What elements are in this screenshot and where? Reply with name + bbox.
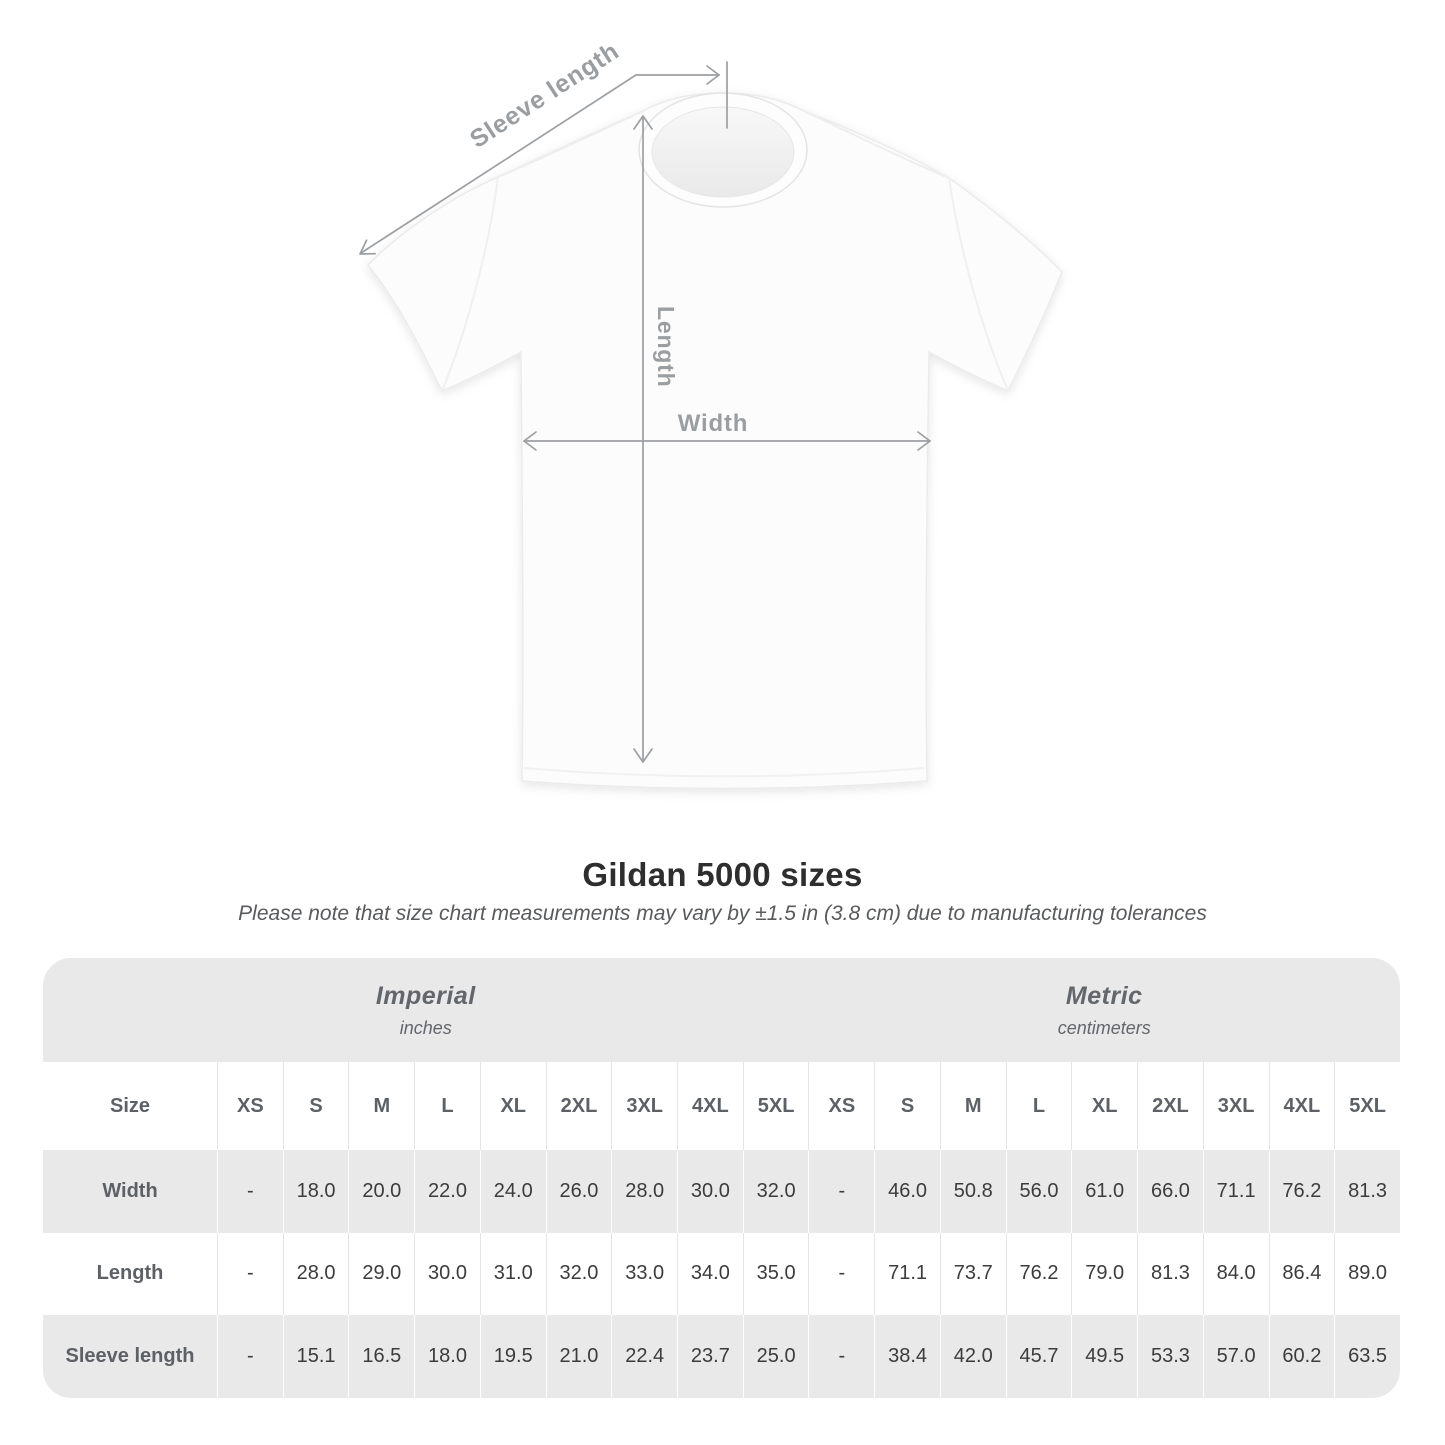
units-banner: Imperial inches Metric centimeters [43,958,1400,1062]
value-cell: 18.0 [414,1315,480,1398]
value-cell: 28.0 [282,1232,349,1316]
size-header-cell: M [348,1062,414,1150]
width-arrow [523,431,931,451]
value-cell: 23.7 [677,1315,743,1398]
length-arrow [633,115,653,763]
metric-section-header: Metric centimeters [809,958,1401,1062]
size-header-cell: 4XL [1268,1062,1335,1150]
value-cell: 81.3 [1334,1150,1400,1233]
row-label: Width [102,1179,158,1202]
value-cell: 66.0 [1137,1150,1203,1233]
value-cell: 22.0 [414,1150,480,1233]
imperial-label: Imperial [375,981,476,1010]
value-cell: - [808,1150,874,1233]
size-header-cell: XL [479,1062,546,1150]
value-cell: 26.0 [545,1150,612,1233]
value-cell: - [217,1150,283,1233]
size-header-cell: 3XL [611,1062,677,1150]
size-corner-label: Size [109,1094,151,1117]
value-cell: 30.0 [677,1150,743,1233]
row-label: Length [96,1262,164,1285]
value-cell: 38.4 [874,1315,940,1398]
value-cell: 24.0 [479,1150,546,1233]
value-cell: 45.7 [1005,1315,1072,1398]
value-cell: 30.0 [414,1232,480,1316]
tshirt-graphic: Sleeve length Length Width [359,37,1063,790]
value-cell: 49.5 [1071,1315,1137,1398]
value-cell: 35.0 [742,1232,809,1316]
value-cell: 86.4 [1268,1232,1335,1316]
metric-unit: centimeters [1057,1017,1151,1038]
length-label: Length [653,306,679,387]
size-chart-grid: Size XS S M L XL 2XL 3XL 4XL 5XL XS S M L XL 2XL 3XL 4XL 5… [43,1062,1400,1398]
size-header-cell: XL [1071,1062,1137,1150]
size-header-cell: 2XL [1137,1062,1203,1150]
value-cell: - [217,1315,283,1398]
table-row: Size XS S M L XL 2XL 3XL 4XL 5XL XS S M L XL 2XL 3XL 4XL 5… [43,1062,1400,1150]
size-header-cell: L [1005,1062,1072,1150]
value-cell: 71.1 [874,1232,940,1316]
value-cell: 16.5 [348,1315,414,1398]
value-cell: 34.0 [677,1232,743,1316]
value-cell: 42.0 [939,1315,1006,1398]
value-cell: 53.3 [1137,1315,1203,1398]
size-header-cell: L [414,1062,480,1150]
size-chart-table: Imperial inches Metric centimeters Size X… [43,958,1400,1398]
value-cell: 31.0 [479,1232,546,1316]
value-cell: 28.0 [611,1150,677,1233]
value-cell: - [217,1232,283,1316]
size-header-cell: S [282,1062,349,1150]
imperial-section-header: Imperial inches [43,958,809,1062]
value-cell: 32.0 [545,1232,612,1316]
width-label: Width [678,410,748,437]
value-cell: 63.5 [1334,1315,1400,1398]
size-header-cell: XS [808,1062,874,1150]
value-cell: 71.1 [1202,1150,1269,1233]
imperial-unit: inches [399,1017,452,1038]
size-header-cell: XS [217,1062,283,1150]
value-cell: 76.2 [1268,1150,1335,1233]
value-cell: 18.0 [282,1150,349,1233]
size-header-cell: 2XL [545,1062,612,1150]
size-header-cell: S [874,1062,940,1150]
size-header-cell: 4XL [677,1062,743,1150]
row-label: Sleeve length [65,1345,195,1368]
table-row: Length -28.0 29.0 30.0 31.0 32.0 33.0 34.0 35.0-… [43,1232,1400,1316]
size-header-cell: M [939,1062,1006,1150]
value-cell: 32.0 [742,1150,809,1233]
value-cell: 81.3 [1137,1232,1203,1316]
value-cell: 76.2 [1005,1232,1072,1316]
value-cell: - [808,1232,874,1316]
size-header-cell: 5XL [1334,1062,1400,1150]
metric-label: Metric [1065,981,1143,1010]
value-cell: 73.7 [939,1232,1006,1316]
value-cell: 57.0 [1202,1315,1269,1398]
value-cell: 22.4 [611,1315,677,1398]
value-cell: 19.5 [479,1315,546,1398]
value-cell: 84.0 [1202,1232,1269,1316]
value-cell: 21.0 [545,1315,612,1398]
value-cell: 33.0 [611,1232,677,1316]
value-cell: 89.0 [1334,1232,1400,1316]
size-header-cell: 3XL [1202,1062,1269,1150]
page-title: Gildan 5000 sizes [582,856,863,893]
table-row: Sleeve length -15.1 16.5 18.0 19.5 21.0 22.4 23… [43,1315,1400,1398]
value-cell: 56.0 [1005,1150,1072,1233]
size-header-cell: 5XL [742,1062,809,1150]
value-cell: 61.0 [1071,1150,1137,1233]
value-cell: 50.8 [939,1150,1006,1233]
value-cell: 60.2 [1268,1315,1335,1398]
value-cell: 20.0 [348,1150,414,1233]
table-row: Width -18.0 20.0 22.0 24.0 26.0 28.0 30.0 32.0-4… [43,1150,1400,1233]
value-cell: 46.0 [874,1150,940,1233]
value-cell: - [808,1315,874,1398]
tolerance-note: Please note that size chart measurements… [238,902,1207,925]
sleeve-length-arrow [359,61,728,255]
tshirt-measurement-diagram: Sleeve length Length Width [359,37,1063,790]
value-cell: 79.0 [1071,1232,1137,1316]
value-cell: 29.0 [348,1232,414,1316]
value-cell: 15.1 [282,1315,349,1398]
value-cell: 25.0 [742,1315,809,1398]
